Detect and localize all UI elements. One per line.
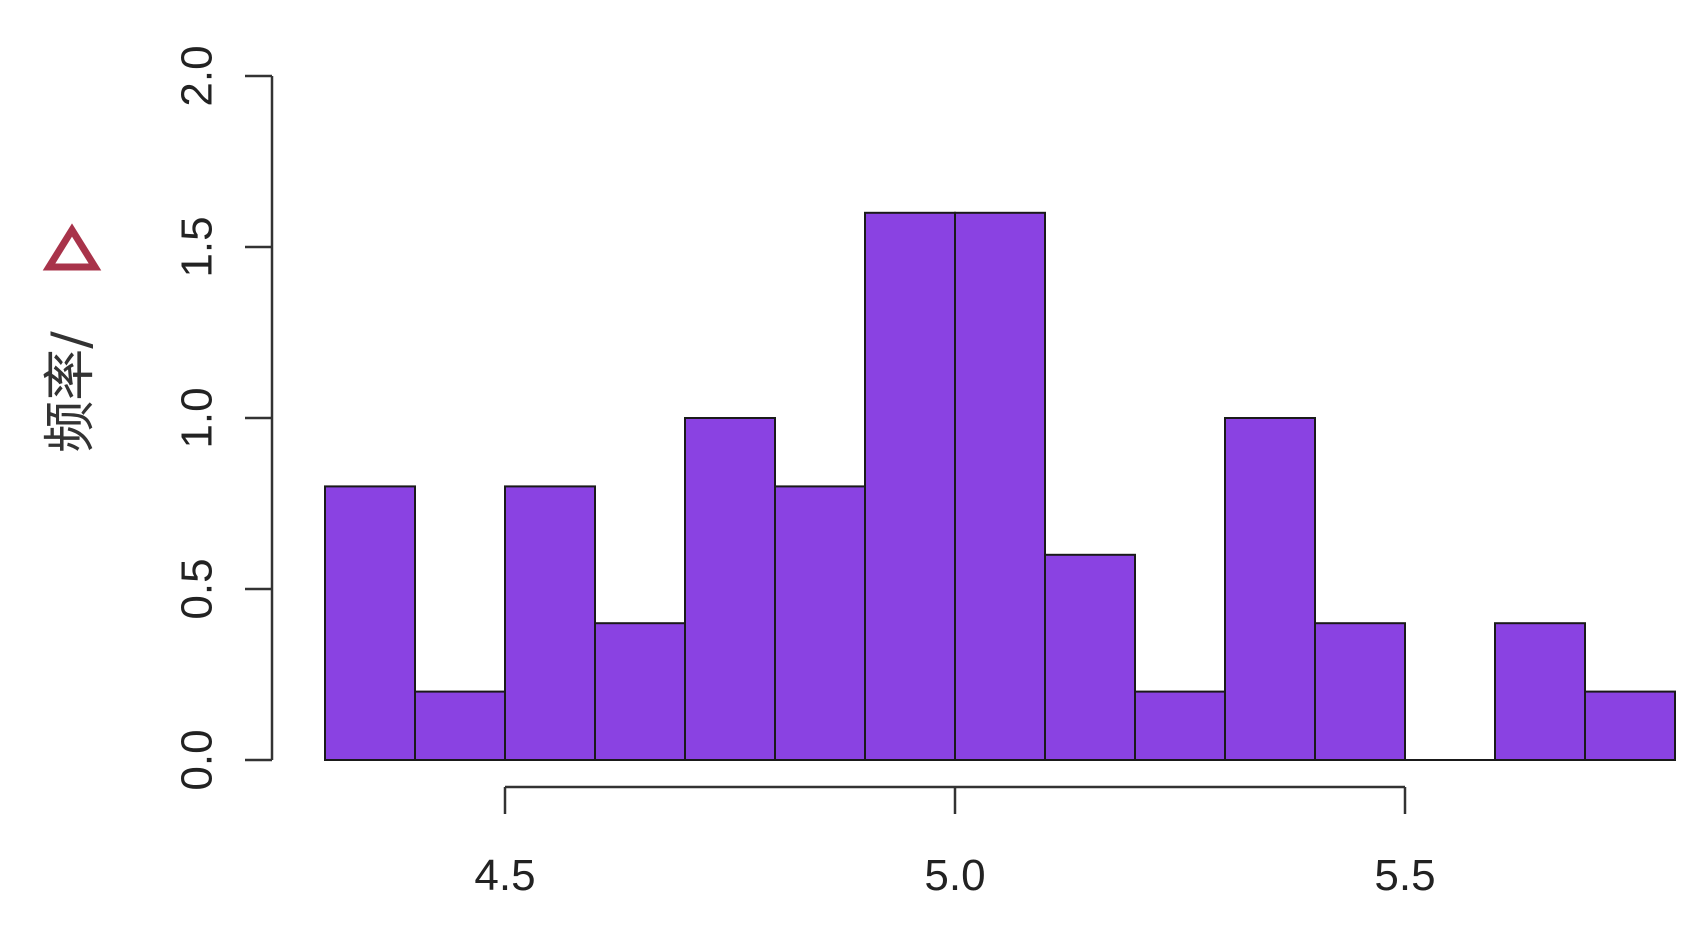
histogram-bar <box>1494 622 1586 762</box>
histogram-bar <box>1584 690 1676 761</box>
histogram-bar <box>1224 417 1316 761</box>
histogram-bar <box>954 211 1046 762</box>
histogram-bar <box>504 485 596 761</box>
y-tick-label: 1.5 <box>173 216 222 277</box>
histogram-bar <box>1134 690 1226 761</box>
histogram-bar <box>594 622 686 762</box>
y-tick-label: 0.0 <box>173 729 222 790</box>
histogram-bar <box>864 211 956 762</box>
y-axis-label: 频率/ <box>41 223 102 453</box>
x-axis: 4.5 5.0 5.5 <box>474 785 1436 900</box>
x-tick-label: 5.0 <box>924 851 985 900</box>
y-tick-label: 2.0 <box>173 45 222 106</box>
y-axis: 0.0 0.5 1.0 1.5 2.0 <box>173 45 274 791</box>
histogram-bar <box>774 485 866 761</box>
histogram-bar <box>414 690 506 761</box>
triangle-icon <box>42 223 102 271</box>
x-tick-label: 5.5 <box>1374 851 1435 900</box>
histogram-bar <box>324 485 416 761</box>
y-tick-label: 0.5 <box>173 558 222 619</box>
bars-layer <box>324 211 1676 762</box>
x-tick-label: 4.5 <box>474 851 535 900</box>
y-tick-label: 1.0 <box>173 387 222 448</box>
histogram-bar <box>1044 553 1136 761</box>
histogram-bar <box>1314 622 1406 762</box>
histogram-bar <box>684 417 776 761</box>
y-axis-label-text: 频率/ <box>41 331 101 453</box>
